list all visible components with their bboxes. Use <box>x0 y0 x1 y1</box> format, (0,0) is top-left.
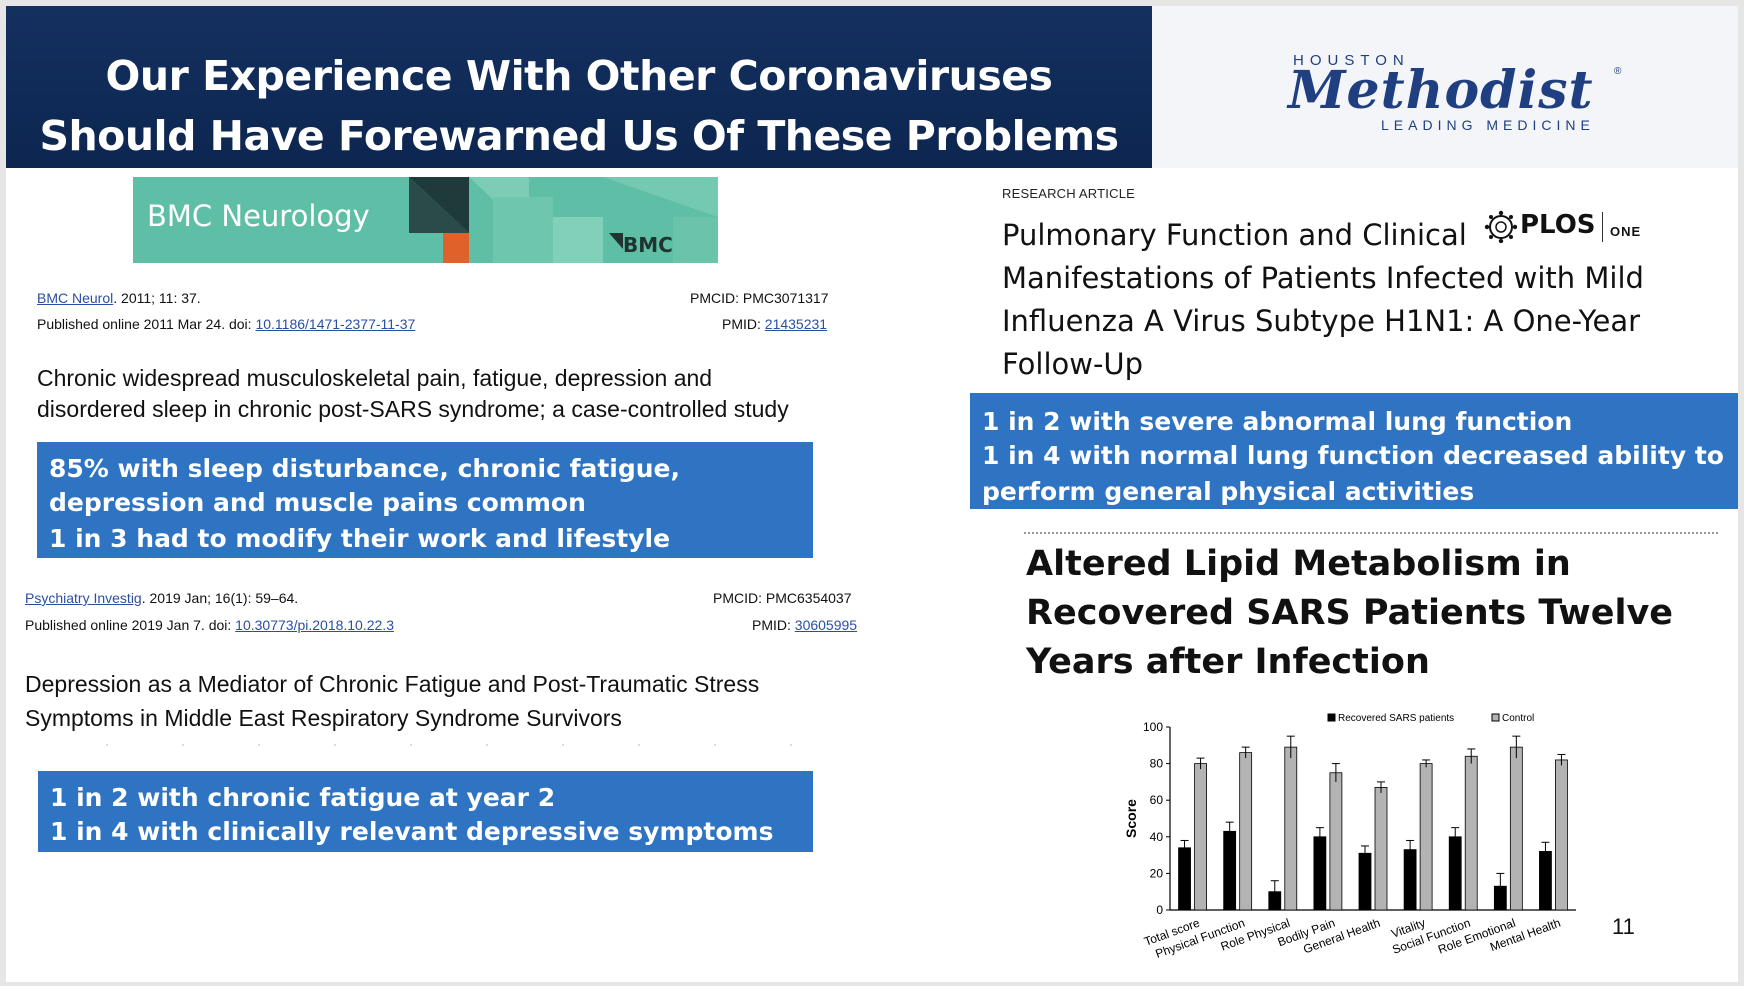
bar-sars <box>1313 836 1327 911</box>
psych-article-title-line-1: Depression as a Mediator of Chronic Fati… <box>25 671 760 697</box>
bmc-published-label: Published online 2011 Mar 24. doi: <box>37 316 256 332</box>
bar-control <box>1509 746 1523 911</box>
bmc-finding-2: depression and muscle pains common <box>49 488 586 517</box>
y-tick-label: 20 <box>1150 866 1164 880</box>
psych-citation: Psychiatry Investig. 2019 Jan; 16(1): 59… <box>25 590 298 606</box>
y-tick-label: 100 <box>1143 720 1163 734</box>
bmc-pmid: PMID: 21435231 <box>722 316 827 332</box>
bar-sars <box>1178 847 1191 911</box>
psych-pmcid: PMCID: PMC6354037 <box>713 590 852 606</box>
legend-label: Control <box>1502 713 1534 724</box>
page-number: 11 <box>1612 914 1635 939</box>
logo-tagline: LEADING MEDICINE <box>1381 117 1595 133</box>
bmc-pmcid: PMCID: PMC3071317 <box>690 290 829 306</box>
plos-finding-2: 1 in 4 with normal lung function decreas… <box>982 441 1724 470</box>
psych-doi-link[interactable]: 10.30773/pi.2018.10.22.3 <box>235 617 394 633</box>
psych-pmid: PMID: 30605995 <box>752 617 857 633</box>
bar-control <box>1284 746 1298 911</box>
legend-label: Recovered SARS patients <box>1338 713 1454 724</box>
bar-control <box>1329 772 1343 911</box>
logo-area <box>1152 6 1738 168</box>
bar-sars <box>1223 830 1237 911</box>
lipid-article-title-line-3: Years after Infection <box>1026 642 1430 682</box>
psych-finding-1: 1 in 2 with chronic fatigue at year 2 <box>50 783 556 812</box>
title-bar: Our Experience With Other Coronaviruses … <box>6 6 1152 168</box>
plos-logo-sub: ONE <box>1610 224 1642 239</box>
bar-control <box>1194 763 1207 911</box>
bar-control <box>1419 763 1433 911</box>
bmc-banner-logo: BMC <box>623 233 673 257</box>
y-tick-label: 40 <box>1150 830 1164 844</box>
logo-houston: HOUSTON <box>1293 52 1410 69</box>
bar-control <box>1555 759 1568 911</box>
plos-findings-box: 1 in 2 with severe abnormal lung functio… <box>970 393 1738 509</box>
bmc-published: Published online 2011 Mar 24. doi: 10.11… <box>37 316 415 332</box>
y-axis-label: Score <box>1123 799 1139 838</box>
bmc-finding-3: 1 in 3 had to modify their work and life… <box>49 524 671 553</box>
bmc-neurology-banner: BMC Neurology BMC <box>133 177 718 263</box>
plos-article-title-line-1: Pulmonary Function and Clinical <box>1002 218 1467 252</box>
lipid-article-title-line-1: Altered Lipid Metabolism in <box>1026 544 1571 584</box>
psych-journal-link[interactable]: Psychiatry Investig <box>25 590 142 606</box>
bmc-article-title: Chronic widespread musculoskeletal pain,… <box>37 363 789 425</box>
psych-citation-rest: . 2019 Jan; 16(1): 59–64. <box>141 590 299 606</box>
plos-article-title-line-4: Follow-Up <box>1002 347 1144 381</box>
faint-divider-icon <box>106 744 866 746</box>
y-tick-label: 0 <box>1156 903 1163 917</box>
bar-control <box>1464 755 1478 911</box>
psych-findings-box: 1 in 2 with chronic fatigue at year 2 1 … <box>38 771 813 852</box>
psych-article-title: Depression as a Mediator of Chronic Fati… <box>25 667 759 735</box>
y-tick-label: 60 <box>1150 793 1164 807</box>
lipid-article-title: Altered Lipid Metabolism in Recovered SA… <box>1026 540 1673 687</box>
bmc-pmid-link[interactable]: 21435231 <box>764 316 828 332</box>
bmc-citation: BMC Neurol. 2011; 11: 37. <box>37 290 201 306</box>
logo-registered-mark: ® <box>1614 66 1622 77</box>
bar-control <box>1374 786 1388 911</box>
plos-article-title-line-3: Influenza A Virus Subtype H1N1: A One-Ye… <box>1002 304 1641 338</box>
slide-title-line-1: Our Experience With Other Coronaviruses <box>105 52 1053 100</box>
plos-article-title-line-2: Manifestations of Patients Infected with… <box>1002 261 1644 295</box>
psych-article-title-line-2: Symptoms in Middle East Respiratory Synd… <box>25 705 622 731</box>
legend-swatch <box>1491 713 1500 722</box>
bmc-article-title-line-1: Chronic widespread musculoskeletal pain,… <box>37 365 713 391</box>
bar-sars <box>1448 836 1462 911</box>
psych-finding-2: 1 in 4 with clinically relevant depressi… <box>50 817 774 846</box>
plos-finding-1: 1 in 2 with severe abnormal lung functio… <box>982 407 1573 436</box>
psych-published-label: Published online 2019 Jan 7. doi: <box>25 617 236 633</box>
lipid-article-title-line-2: Recovered SARS Patients Twelve <box>1026 593 1674 633</box>
bmc-finding-1: 85% with sleep disturbance, chronic fati… <box>49 454 681 483</box>
bmc-banner-shapes-icon <box>409 177 718 263</box>
plos-finding-3: perform general physical activities <box>982 477 1475 506</box>
plos-research-label: RESEARCH ARTICLE <box>1002 186 1135 201</box>
slide-title-line-2: Should Have Forewarned Us Of These Probl… <box>39 112 1119 160</box>
bmc-journal-link[interactable]: BMC Neurol <box>37 290 114 306</box>
psych-published: Published online 2019 Jan 7. doi: 10.307… <box>25 617 394 633</box>
plos-logo-separator <box>1602 212 1603 242</box>
legend-swatch <box>1327 713 1336 722</box>
psych-pmid-label: PMID: <box>752 617 795 633</box>
slide: Our Experience With Other Coronaviruses … <box>6 6 1738 982</box>
dotted-divider <box>1024 532 1718 534</box>
bmc-article-title-line-2: disordered sleep in chronic post-SARS sy… <box>37 396 789 422</box>
bar-control <box>1239 752 1253 911</box>
bmc-findings-box: 85% with sleep disturbance, chronic fati… <box>37 442 813 558</box>
bmc-citation-rest: . 2011; 11: 37. <box>113 290 201 306</box>
psych-pmid-link[interactable]: 30605995 <box>794 617 858 633</box>
bar-sars <box>1358 852 1372 911</box>
bmc-doi-link[interactable]: 10.1186/1471-2377-11-37 <box>255 316 416 332</box>
plos-gear-icon <box>1484 210 1518 244</box>
bmc-pmid-label: PMID: <box>722 316 765 332</box>
bmc-banner-title: BMC Neurology <box>147 199 370 233</box>
plos-logo-text: PLOS <box>1520 210 1596 240</box>
logo-methodist: Methodist <box>1288 60 1594 121</box>
plos-article-title: Pulmonary Function and Clinical Manifest… <box>1002 214 1644 386</box>
y-tick-label: 80 <box>1150 757 1164 771</box>
